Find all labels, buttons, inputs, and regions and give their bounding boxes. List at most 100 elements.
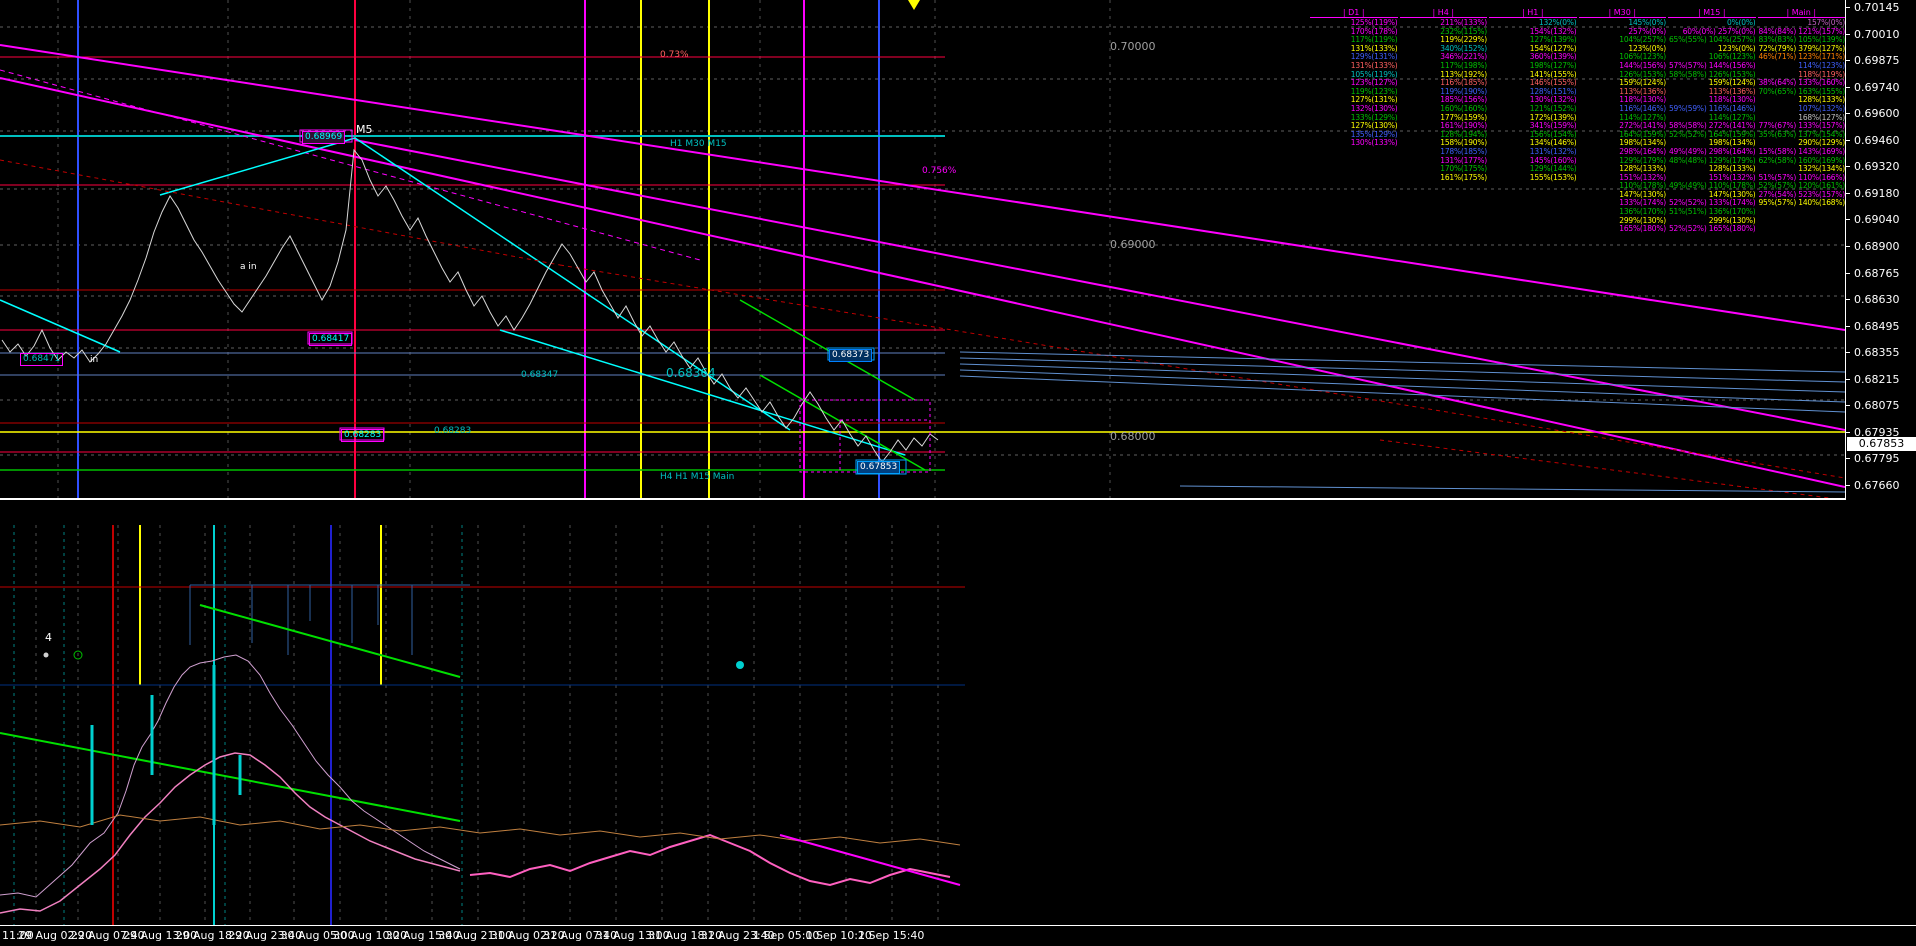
matrix-cell: 135%(129%) (1350, 129, 1398, 139)
matrix-cell: 131%(133%) (1350, 43, 1398, 53)
matrix-cell: 59%(59%) 116%(146%) (1668, 103, 1756, 113)
matrix-cell: 104%(257%) (1619, 35, 1666, 45)
round-price-label-068: 0.68000 (1110, 430, 1156, 443)
chart-pct-tag-2: 0.756% (922, 166, 957, 176)
matrix-col-label: | Main | (1757, 8, 1845, 18)
matrix-cell: 131%(177%) (1440, 155, 1487, 165)
price-chip-low: 0.68283 (341, 429, 385, 442)
matrix-cell: 128%(194%) (1440, 129, 1487, 139)
matrix-cell: 105%(119%) (1350, 69, 1398, 79)
matrix-col-label: | H1 | (1489, 8, 1577, 18)
matrix-cell: 154%(132%) (1529, 26, 1577, 36)
chart-line-tag-1: H1 M30 M15 (670, 139, 727, 149)
matrix-cell: 131%(132%) (1529, 146, 1577, 156)
indicator-plot-area[interactable]: 4 (0, 525, 965, 925)
round-price-label-070: 0.70000 (1110, 40, 1156, 53)
matrix-cell: 145%(0%) (1628, 18, 1666, 27)
price-chip-mid: 0.68417 (309, 333, 353, 346)
matrix-cell: 113%(192%) (1440, 69, 1487, 79)
matrix-cell: 134%(146%) (1529, 138, 1577, 148)
matrix-cell: 52%(57%) 120%(161%) (1758, 181, 1845, 191)
matrix-cell: 136%(170%) (1619, 207, 1666, 217)
indicator-svg (0, 525, 965, 925)
price-axis-tick: 0.70010 (1846, 28, 1916, 41)
matrix-cell: 172%(139%) (1529, 112, 1577, 122)
matrix-cell: 299%(130%) (1619, 215, 1666, 225)
matrix-cell: 49%(49%) 298%(164%) (1668, 146, 1756, 156)
matrix-col-label: | M30 | (1578, 8, 1666, 18)
matrix-cell: 168%(127%) (1798, 112, 1845, 122)
datetime-tick: 30 Aug 21:00 (438, 929, 513, 942)
price-chip-left: 0.68471 (20, 353, 64, 366)
matrix-cell: 299%(130%) (1708, 215, 1756, 225)
matrix-cell: 118%(130%) (1708, 95, 1756, 105)
matrix-cell: 116%(185%) (1440, 78, 1487, 88)
matrix-cell: 146%(155%) (1529, 78, 1577, 88)
matrix-col-rows: 157%(0%) 84%(84%) 121%(157%) 83%(83%) 105%… (1758, 18, 1845, 208)
datetime-tick: 31 Aug 02:20 (490, 929, 565, 942)
matrix-cell: 123%(127%) (1350, 78, 1398, 88)
matrix-cell: 65%(55%) 104%(257%) (1668, 35, 1756, 45)
price-axis[interactable]: 0.70145 0.70010 0.69875 0.69740 0.69600 0.694… (1845, 0, 1916, 500)
matrix-cell: 62%(58%) 160%(169%) (1758, 155, 1845, 165)
matrix-cell: 126%(153%) (1619, 69, 1666, 79)
matrix-cell: 170%(175%) (1440, 164, 1487, 174)
matrix-cell: 119%(123%) (1350, 86, 1398, 96)
chart-annot-in: in (90, 355, 99, 365)
matrix-cell: 70%(65%) 163%(155%) (1758, 86, 1845, 96)
indicator-pane[interactable]: 4 ALL : GBPUSDD1 : USDJPYH4 : GBPCHFH1 :… (0, 503, 1916, 946)
matrix-cell: 232%(115%) (1440, 26, 1487, 36)
price-chip-m5: 0.68969 (302, 131, 346, 144)
matrix-cell: 83%(83%) 105%(139%) (1758, 35, 1845, 45)
matrix-cell: 159%(124%) (1619, 78, 1666, 88)
matrix-cell: 360%(139%) (1529, 52, 1577, 62)
matrix-col-rows: 132%(0%) 154%(132%) 127%(139%) 154%(127%) 36… (1489, 18, 1577, 182)
chart-svg (0, 0, 1845, 498)
pane-divider (0, 498, 1845, 499)
datetime-tick: 30 Aug 05:00 (280, 929, 355, 942)
matrix-col-m30: | M30 | 145%(0%) 257%(0%) 104%(257%) 123%(0… (1578, 8, 1666, 273)
chart-plot-area[interactable]: 0.68969 M5 0.68417 0.68283 0.68373 0.678… (0, 0, 1845, 498)
matrix-cell: 123%(0%) (1628, 43, 1666, 53)
matrix-cell: 164%(159%) (1619, 129, 1666, 139)
price-chip-0-68283: 0.68283 (434, 426, 472, 436)
price-axis-tick: 0.68355 (1846, 347, 1916, 359)
matrix-cell: 147%(130%) (1708, 189, 1756, 199)
datetime-tick: 29 Aug 18:20 (175, 929, 250, 942)
matrix-cell: 154%(127%) (1529, 43, 1577, 53)
matrix-cell: 129%(131%) (1350, 52, 1398, 62)
timeframe-badge: M5 (356, 123, 373, 136)
matrix-cell: 145%(160%) (1529, 155, 1577, 165)
matrix-cell: 77%(67%) 133%(157%) (1758, 121, 1845, 131)
matrix-cell: 155%(153%) (1529, 172, 1577, 182)
matrix-col-h4: | H4 | 211%(133%) 232%(115%) 119%(229%) 340… (1399, 8, 1487, 273)
matrix-cell: 119%(229%) (1440, 35, 1487, 45)
matrix-cell: 298%(164%) (1619, 146, 1666, 156)
matrix-cell: 128%(133%) (1708, 164, 1756, 174)
matrix-cell: 131%(133%) (1350, 60, 1398, 70)
price-axis-tick: 0.68630 (1846, 294, 1916, 306)
matrix-col-label: | H4 | (1399, 8, 1487, 18)
matrix-cell: 52%(52%) 133%(174%) (1668, 198, 1756, 208)
price-axis-tick: 0.67660 (1846, 480, 1916, 492)
datetime-tick: 31 Aug 18:20 (648, 929, 723, 942)
price-axis-tick: 0.68900 (1846, 241, 1916, 253)
matrix-cell: 117%(119%) (1350, 35, 1398, 45)
datetime-tick: 1 Sep 10:20 (805, 929, 872, 942)
matrix-cell: 147%(130%) (1619, 189, 1666, 199)
matrix-cell: 107%(132%) (1798, 103, 1845, 113)
matrix-cell: 144%(156%) (1619, 60, 1666, 70)
main-chart-pane[interactable]: 0.68969 M5 0.68417 0.68283 0.68373 0.678… (0, 0, 1916, 500)
price-axis-tick: 0.69875 (1846, 55, 1916, 67)
matrix-cell: 38%(64%) 133%(160%) (1758, 78, 1845, 88)
matrix-col-rows: 125%(119%) 170%(178%) 117%(119%) 131%(133%)… (1310, 18, 1398, 148)
matrix-cell: 51%(57%) 110%(166%) (1758, 172, 1845, 182)
matrix-cell: 257%(0%) (1628, 26, 1666, 36)
price-axis-tick: 0.67795 (1846, 453, 1916, 465)
matrix-cell: 132%(0%) (1538, 18, 1577, 27)
ind-label-left: 4 (45, 631, 52, 644)
matrix-cell: 58%(58%) 272%(141%) (1668, 121, 1756, 131)
matrix-col-h1: | H1 | 132%(0%) 154%(132%) 127%(139%) 154%(… (1489, 8, 1577, 273)
round-price-label-069: 0.69000 (1110, 238, 1156, 251)
price-chip-blue: 0.68373 (829, 349, 873, 362)
